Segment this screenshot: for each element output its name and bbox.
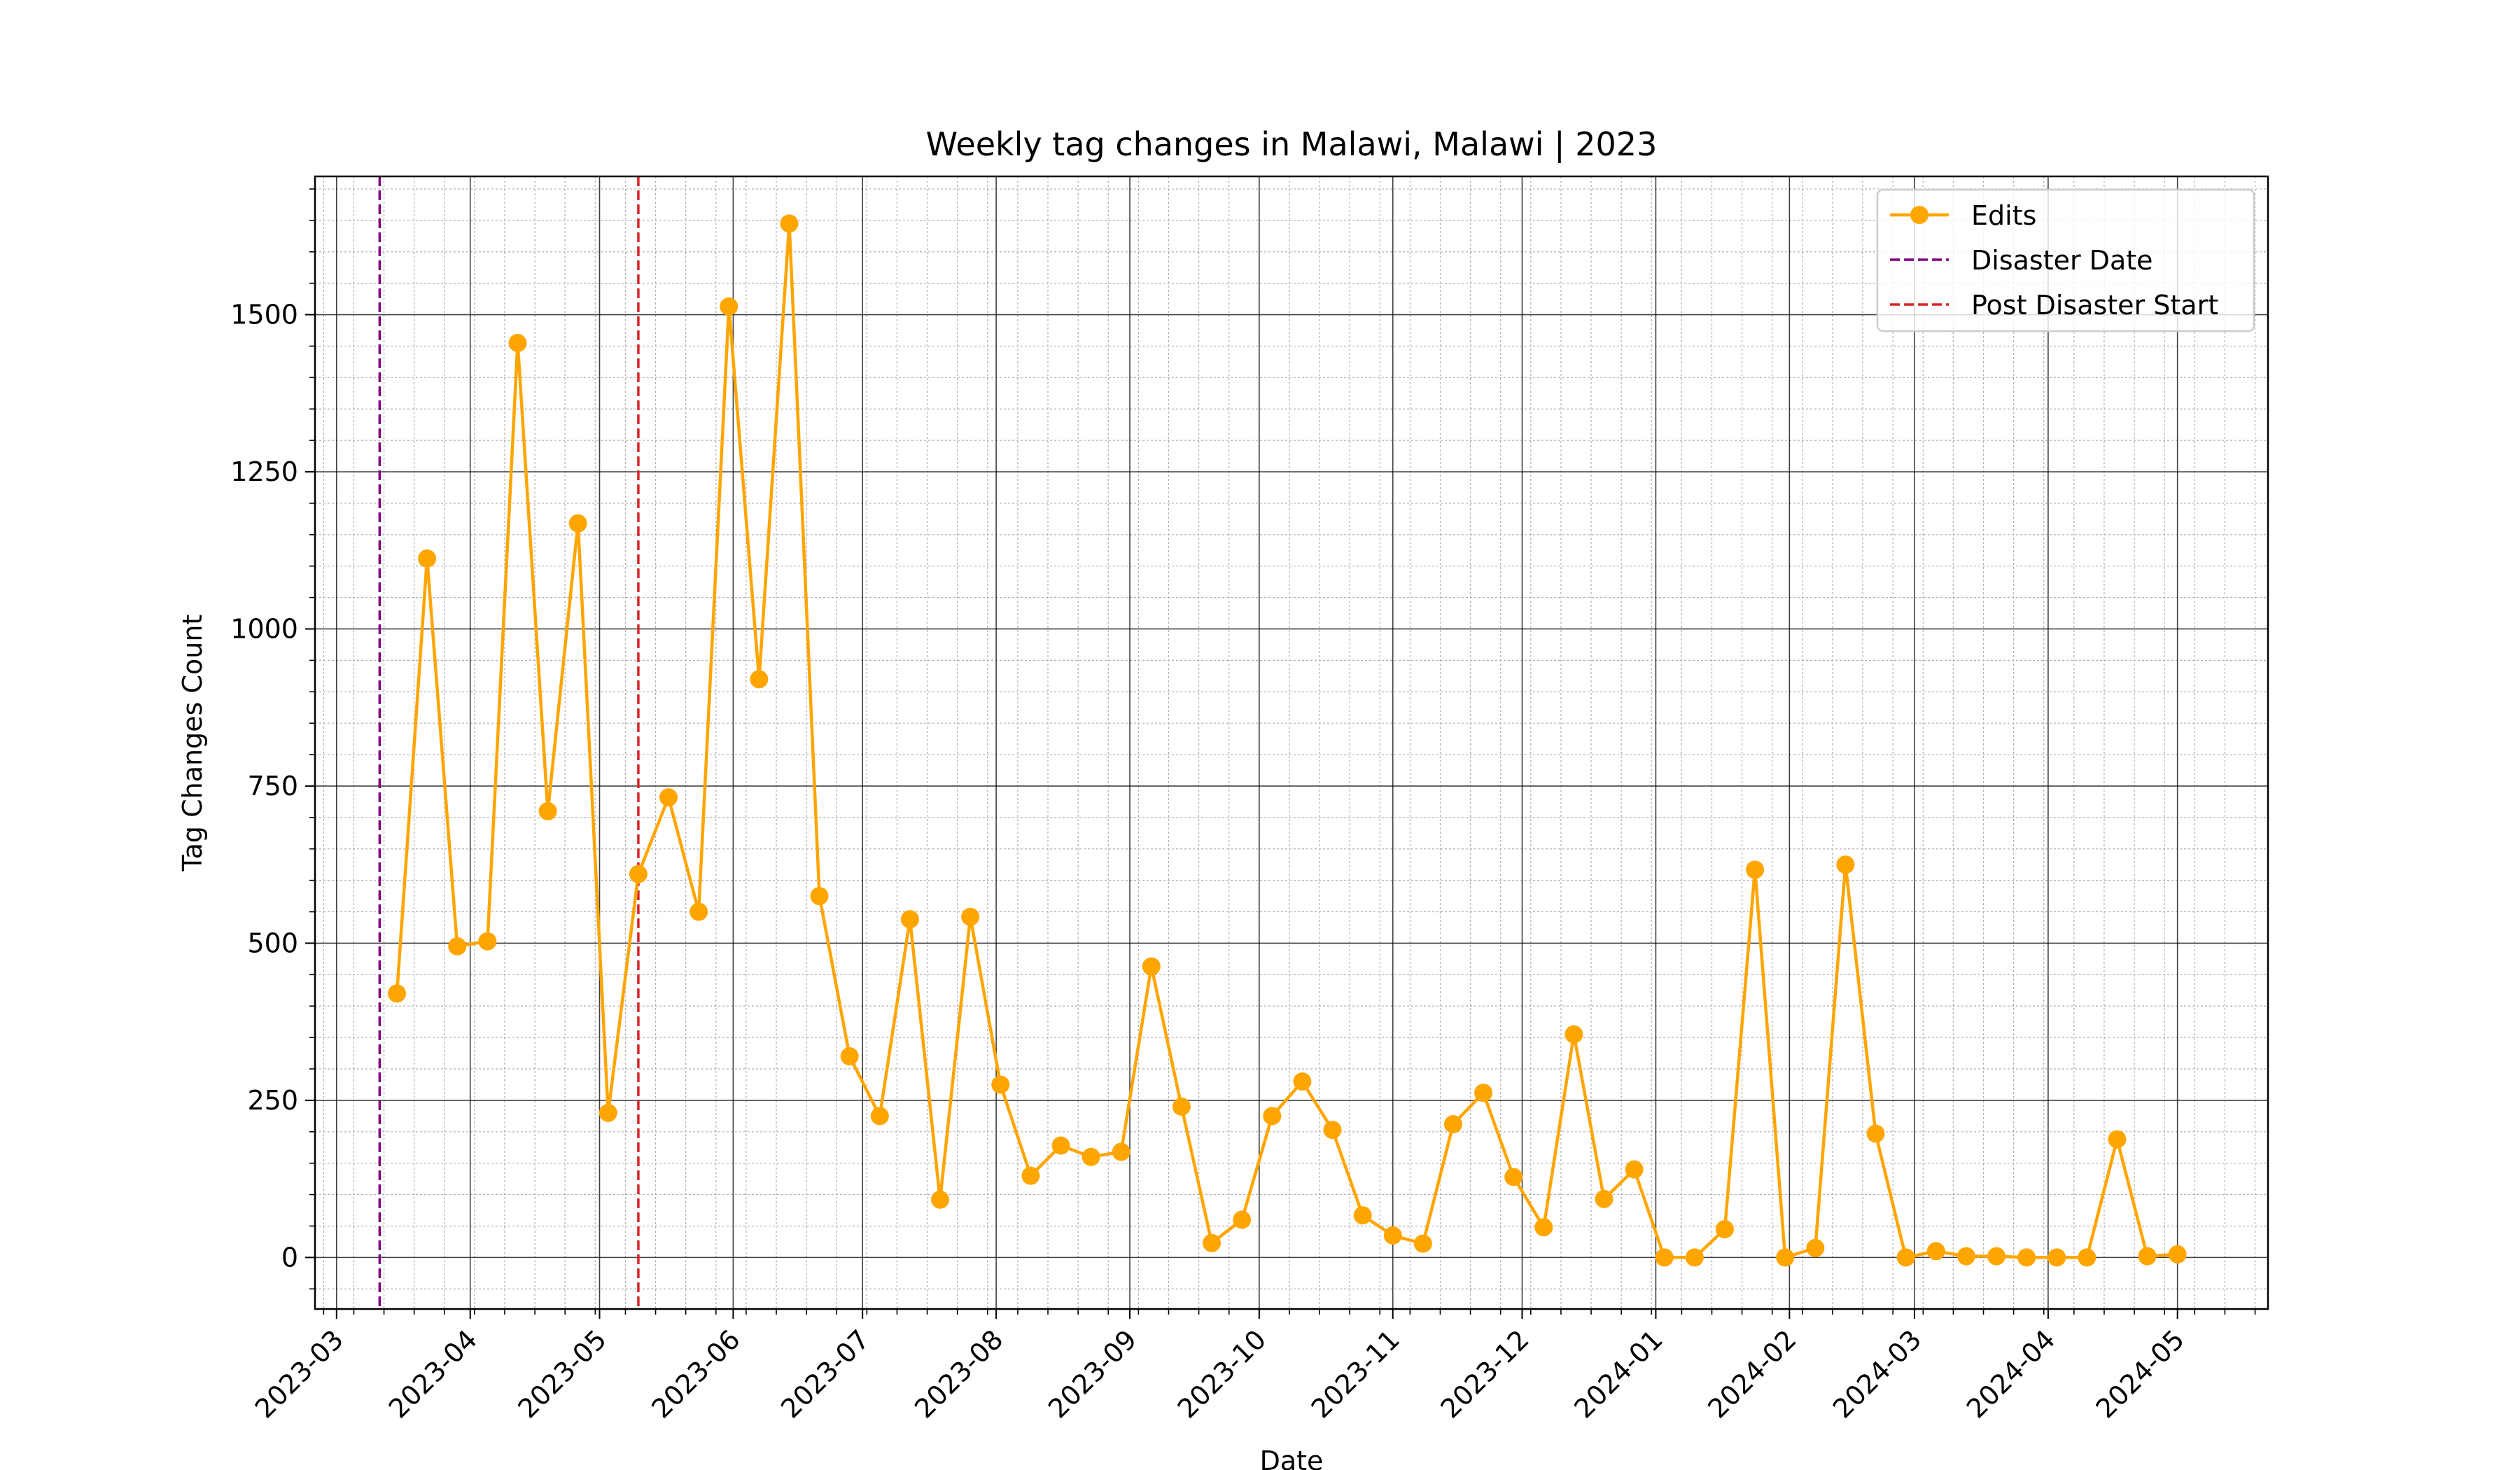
data-point (2078, 1248, 2096, 1267)
data-point (1353, 1206, 1372, 1225)
data-point (568, 514, 587, 533)
data-point (1112, 1142, 1130, 1161)
data-point (1233, 1210, 1252, 1229)
data-point (1746, 860, 1765, 879)
data-point (1625, 1160, 1644, 1179)
data-point (1443, 1115, 1462, 1134)
chart-title: Weekly tag changes in Malawi, Malawi | 2… (926, 125, 1658, 164)
y-tick-label: 250 (247, 1085, 298, 1116)
data-point (690, 902, 708, 921)
legend-edits-label: Edits (1971, 200, 2036, 231)
data-point (840, 1047, 859, 1066)
data-point (1987, 1247, 2005, 1266)
data-point (1564, 1025, 1583, 1044)
data-point (1896, 1248, 1915, 1267)
data-point (2017, 1248, 2036, 1267)
data-point (1082, 1147, 1100, 1166)
data-point (1051, 1136, 1070, 1155)
data-point (750, 670, 769, 689)
data-point (2138, 1247, 2157, 1266)
data-point (629, 864, 648, 883)
data-point (720, 297, 738, 316)
data-point (870, 1107, 889, 1126)
reference-lines (378, 176, 640, 1309)
data-point (478, 932, 497, 951)
data-point (1293, 1072, 1312, 1091)
data-point (659, 788, 678, 807)
data-point (1383, 1226, 1402, 1245)
y-tick-label: 0 (281, 1242, 298, 1273)
data-point (538, 802, 557, 820)
data-point (780, 214, 799, 233)
data-point (1776, 1248, 1795, 1267)
y-tick-labels: 0 250 500 750 1000 1250 1500 (230, 300, 298, 1273)
data-point (1474, 1084, 1493, 1102)
data-point (1323, 1121, 1342, 1140)
series-layer (388, 214, 2187, 1267)
y-tick-label: 750 (247, 771, 298, 802)
data-point (1715, 1219, 1734, 1238)
data-point (1685, 1248, 1704, 1267)
data-point (991, 1075, 1010, 1094)
data-point (1956, 1247, 1975, 1266)
data-point (1172, 1097, 1191, 1116)
legend-disaster-date-label: Disaster Date (1971, 245, 2153, 276)
data-point (931, 1190, 950, 1209)
plot-frame (314, 175, 2269, 1310)
data-point (1142, 957, 1161, 976)
y-tick-label: 1500 (230, 300, 298, 330)
y-tick-label: 1250 (230, 456, 298, 487)
data-point (1595, 1189, 1614, 1208)
legend-post-disaster-start-label: Post Disaster Start (1971, 290, 2218, 321)
data-point (900, 910, 919, 929)
data-point (1836, 855, 1855, 874)
series-line-edits (395, 222, 2178, 1259)
data-point (1806, 1238, 1825, 1257)
data-point (1263, 1107, 1282, 1126)
data-point (810, 887, 829, 906)
data-point (388, 984, 407, 1003)
data-point (598, 1103, 617, 1122)
grid-major (315, 176, 2268, 1309)
legend-frame (1876, 188, 2255, 332)
data-point (418, 549, 437, 568)
y-axis-label: Tag Changes Count (177, 615, 208, 872)
y-tick-label: 500 (247, 927, 298, 958)
data-point (1504, 1168, 1523, 1186)
data-point (1926, 1242, 1945, 1261)
x-axis-label: Date (1260, 1446, 1324, 1470)
data-point (1413, 1234, 1432, 1253)
data-point (2108, 1130, 2127, 1149)
data-point (961, 907, 980, 926)
data-point (1655, 1248, 1674, 1267)
data-point (2168, 1245, 2187, 1264)
legend: Edits Disaster Date Post Disaster Start (1876, 188, 2255, 332)
data-point (1021, 1166, 1040, 1185)
data-point (448, 937, 467, 955)
y-tick-label: 1000 (230, 613, 298, 644)
data-point (508, 333, 527, 352)
data-point (1534, 1218, 1553, 1237)
grid-minor (315, 176, 2268, 1309)
data-point (1866, 1124, 1885, 1143)
data-point (1203, 1233, 1222, 1252)
data-point (2047, 1248, 2066, 1267)
legend-edits-marker (1910, 206, 1928, 224)
axis-ticks (305, 188, 2256, 1319)
